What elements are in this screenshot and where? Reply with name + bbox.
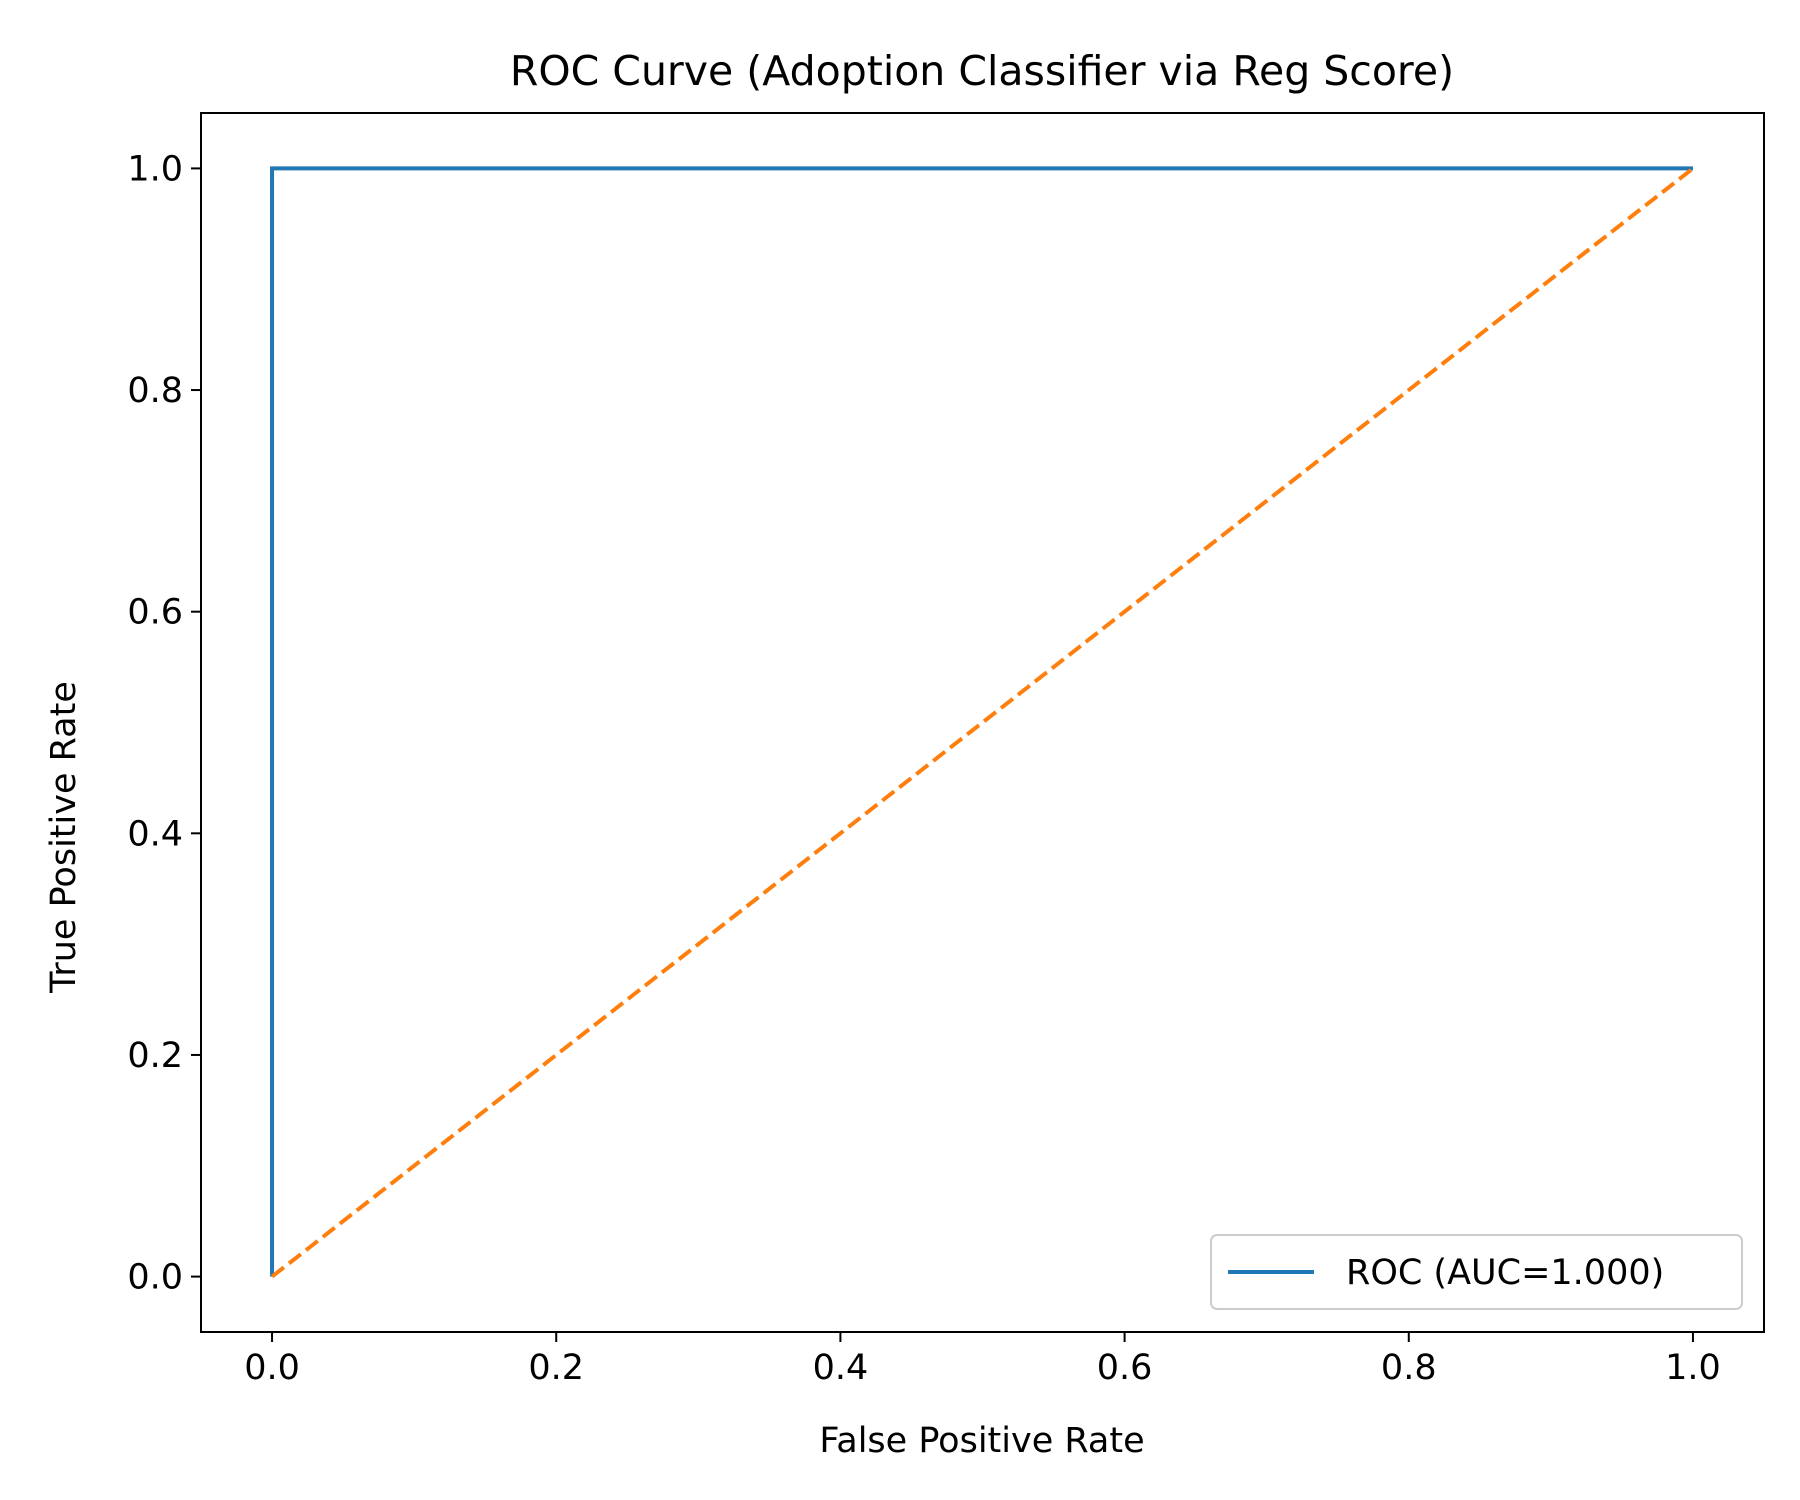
- x-tick-label: 0.6: [1097, 1348, 1153, 1388]
- y-tick-label: 0.6: [127, 593, 183, 633]
- x-tick-label: 0.0: [244, 1348, 300, 1388]
- chart-title: ROC Curve (Adoption Classifier via Reg S…: [510, 47, 1454, 95]
- x-axis-label: False Positive Rate: [819, 1421, 1144, 1461]
- y-tick-label: 0.2: [127, 1036, 183, 1076]
- axes-frame: [200, 112, 1765, 1333]
- legend-box: [1210, 1234, 1743, 1310]
- axis-ticks: 0.0 0.2 0.4 0.6 0.8 1.0 0.0 0.2 0.4 0.6 0.8 1.0: [127, 149, 1720, 1388]
- x-tick-label: 0.2: [528, 1348, 584, 1388]
- x-tick-label: 1.0: [1665, 1348, 1721, 1388]
- y-tick-label: 0.0: [127, 1258, 183, 1298]
- legend-entry-label: ROC (AUC=1.000): [1346, 1253, 1664, 1293]
- legend: ROC (AUC=1.000): [1210, 1234, 1743, 1310]
- plot-area: [270, 166, 1695, 1279]
- roc-curve-line: [270, 166, 1693, 1277]
- x-tick-label: 0.8: [1381, 1348, 1437, 1388]
- y-tick-label: 0.4: [127, 814, 183, 854]
- y-axis-label: True Positive Rate: [44, 681, 84, 994]
- y-tick-label: 0.8: [127, 371, 183, 411]
- x-tick-label: 0.4: [813, 1348, 869, 1388]
- y-tick-label: 1.0: [127, 149, 183, 189]
